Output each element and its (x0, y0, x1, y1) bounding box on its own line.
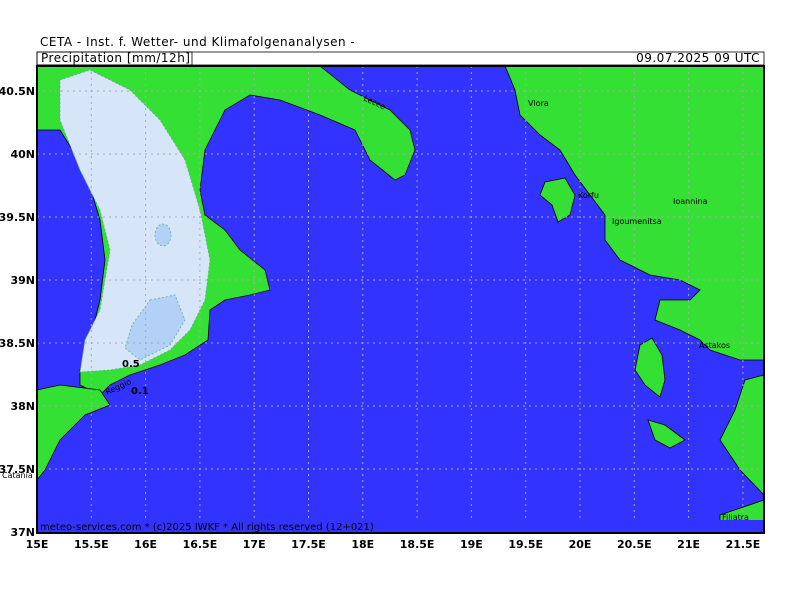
lat-label: 39N (10, 274, 35, 287)
lon-label: 18.5E (400, 538, 435, 551)
product: Precipitation [mm/12h] (41, 51, 190, 65)
frame (36, 65, 765, 534)
lon-label: 18E (351, 538, 374, 551)
lon-label: 19E (460, 538, 483, 551)
zakynthos (647, 419, 686, 449)
precip-medium (124, 294, 186, 361)
footer-band (37, 520, 764, 533)
lon-label: 21E (677, 538, 700, 551)
precip-medium (154, 223, 172, 247)
lon-label: 21.5E (726, 538, 761, 551)
place-label: Filiatra (722, 513, 749, 522)
lat-label: 38.5N (0, 337, 35, 350)
lon-label: 16E (134, 538, 157, 551)
lon-label: 15E (26, 538, 49, 551)
footer: meteo-services.com * (c)2025 IWKF * All … (40, 522, 374, 533)
lat-label: 40N (10, 148, 35, 161)
map: meteo-services.com * (c)2025 IWKF * All … (36, 65, 765, 534)
place-label: Catania (2, 471, 33, 480)
lon-label: 20E (569, 538, 592, 551)
kefalonia (634, 337, 666, 398)
place-label: Ioannina (673, 197, 708, 206)
lat-label: 38N (10, 400, 35, 413)
lon-label: 16.5E (183, 538, 218, 551)
place-label: Igoumenitsa (612, 217, 662, 226)
header-title: CETA - Inst. f. Wetter- und Klimafolgena… (40, 35, 355, 49)
lat-label: 37N (10, 526, 35, 539)
place-label: Vlora (528, 99, 549, 108)
place-label: Korfu (578, 191, 599, 200)
lon-label: 15.5E (74, 538, 109, 551)
lon-label: 17.5E (291, 538, 326, 551)
contour-label: 0.5 (122, 359, 140, 370)
peloponnese (719, 374, 764, 496)
lon-label: 17E (243, 538, 266, 551)
lon-label: 20.5E (617, 538, 652, 551)
lat-label: 39.5N (0, 211, 35, 224)
lat-label: 37.5N (0, 463, 35, 476)
corfu (539, 177, 576, 223)
place-label: Astakos (699, 341, 730, 350)
contour-label: 0.1 (131, 386, 149, 397)
lon-label: 19.5E (508, 538, 543, 551)
lat-label: 40.5N (0, 85, 35, 98)
valid-time: 09.07.2025 09 UTC (636, 51, 760, 65)
